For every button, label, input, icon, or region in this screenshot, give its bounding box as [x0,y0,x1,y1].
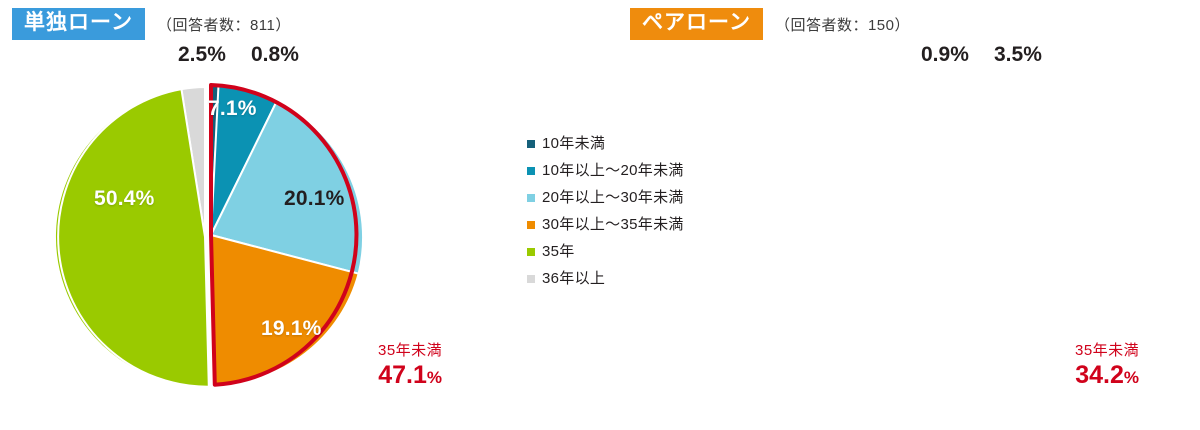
legend-swatch-icon-36plus [527,274,535,283]
slice-label-36plus-single-loan: 2.5% [178,43,226,66]
pie-chart-single-loan: 50.4% 19.1% 20.1% 7.1% [36,62,386,412]
highlight-outline-under35 [209,83,359,387]
legend-swatch-icon-35years [527,247,535,256]
legend-label-20to30: 20年以上〜30年未満 [542,189,684,206]
pie-chart-panel-single-loan: 50.4% 19.1% 20.1% 7.1% 2.5% 0.8% 35年未満 4… [0,0,520,430]
slice-label-under10-single-loan: 0.8% [251,43,299,66]
legend-label-35years: 35年 [542,243,575,260]
chart-header-single-loan: 単独ローン （回答者数：811） [12,8,291,41]
slice-label-under10-pair-loan: 0.9% [921,43,969,66]
highlight-annotation-title-pair-loan: 35年未満 [1075,342,1140,359]
legend-item-30to35: 30年以上〜35年未満 [527,211,717,238]
slice-label-10to20-single-loan: 7.1% [208,97,257,120]
legend-item-20to30: 20年以上〜30年未満 [527,184,717,211]
pie-slice-35years-main [57,87,210,388]
legend-item-35years: 35年 [527,238,717,265]
chart-title-badge-single-loan: 単独ローン [12,8,145,41]
legend-label-10to20: 10年以上〜20年未満 [542,162,684,179]
highlight-annotation-value-single-loan: 47.1% [378,360,442,389]
slice-label-20to30-single-loan: 20.1% [284,187,345,210]
slice-label-30to35-single-loan: 19.1% [261,317,322,340]
legend-swatch-icon-30to35 [527,220,535,229]
legend-item-under10: 10年未満 [527,130,717,157]
highlight-annotation-value-pair-loan: 34.2% [1075,360,1139,389]
highlight-annotation-pair-loan: 35年未満 34.2% [1075,341,1139,389]
slice-label-10to20-pair-loan: 3.5% [994,43,1042,66]
chart-title-badge-pair-loan: ペアローン [630,8,763,41]
legend-item-10to20: 10年以上〜20年未満 [527,157,717,184]
legend-label-30to35: 30年以上〜35年未満 [542,216,684,233]
legend-label-under10: 10年未満 [542,135,606,152]
chart-legend: 10年未満 10年以上〜20年未満 20年以上〜30年未満 30年以上〜35年未… [527,130,717,292]
legend-label-36plus: 36年以上 [542,270,606,287]
legend-item-36plus: 36年以上 [527,265,717,292]
respondents-count-single-loan: （回答者数：811） [156,16,291,34]
highlight-annotation-single-loan: 35年未満 47.1% [378,341,442,389]
pie-svg-single-loan [54,83,365,388]
legend-swatch-icon-20to30 [527,193,535,202]
pie-chart-panel-pair-loan: 57.9% 14.9% 14.9% 7.9% 0.9% 3.5% 35年未満 3… [620,0,1200,430]
pie-exploded-group-under35-single-loan [209,83,365,387]
respondents-count-pair-loan: （回答者数：150） [774,16,910,34]
legend-swatch-icon-under10 [527,139,535,148]
slice-label-35years-single-loan: 50.4% [94,187,155,210]
chart-header-pair-loan: ペアローン （回答者数：150） [630,8,910,41]
legend-swatch-icon-10to20 [527,166,535,175]
highlight-annotation-title-single-loan: 35年未満 [378,342,443,359]
pie-slice-group-single-loan [54,83,365,388]
